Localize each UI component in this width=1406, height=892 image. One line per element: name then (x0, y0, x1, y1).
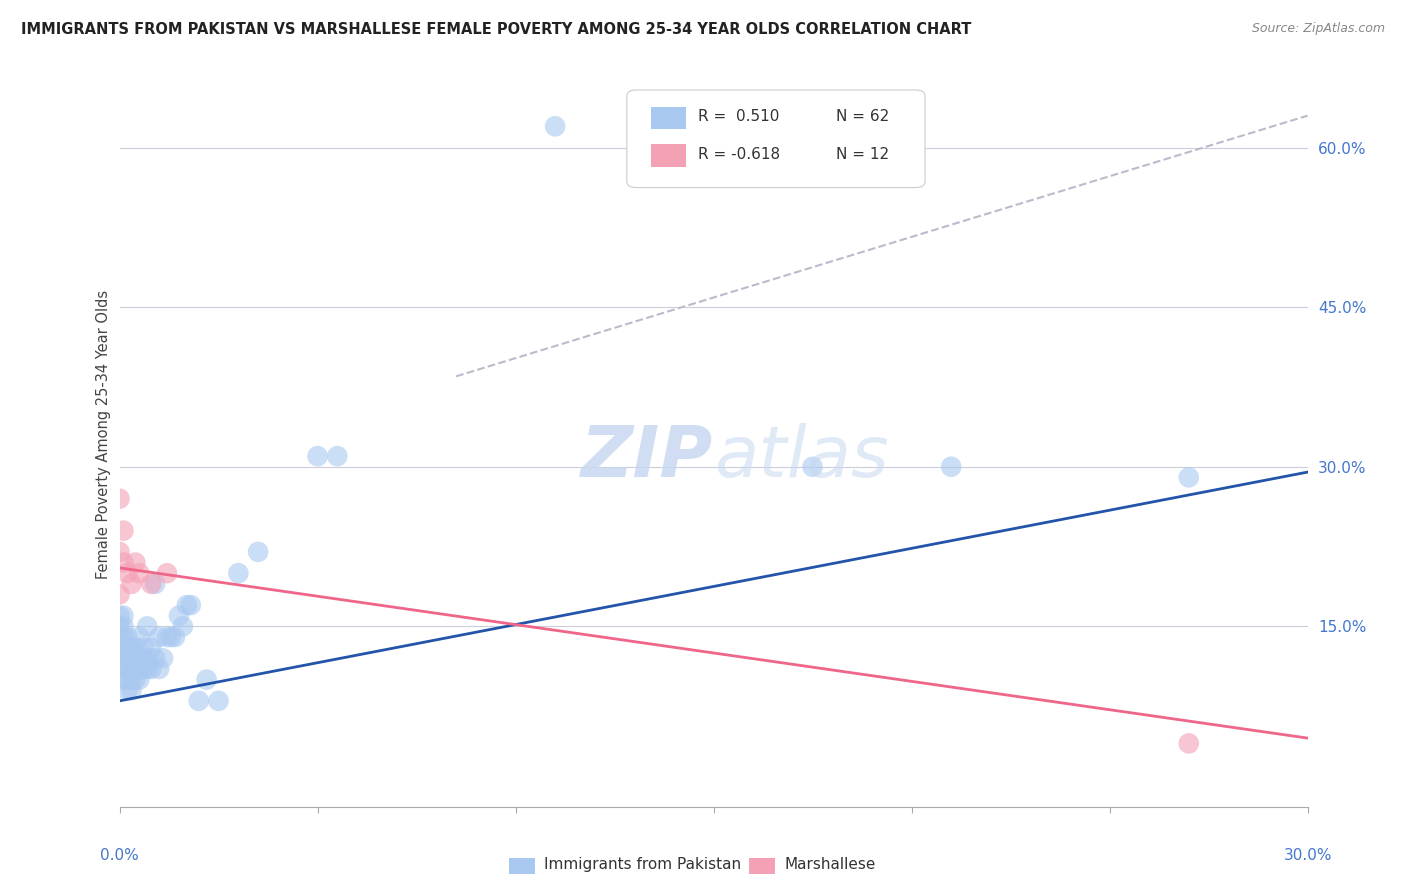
Point (108, 608, 131, 623)
Point (124, 673, 146, 687)
Point (132, 651, 155, 665)
Point (128, 673, 150, 687)
Point (124, 662, 146, 676)
Point (120, 662, 142, 676)
Point (136, 651, 159, 665)
Text: Marshallese: Marshallese (785, 857, 876, 872)
Point (120, 651, 142, 665)
Point (112, 630, 135, 644)
Point (180, 598, 202, 612)
Point (176, 598, 198, 612)
Point (1178, 470, 1201, 484)
Point (801, 459, 824, 474)
Text: IMMIGRANTS FROM PAKISTAN VS MARSHALLESE FEMALE POVERTY AMONG 25-34 YEAR OLDS COR: IMMIGRANTS FROM PAKISTAN VS MARSHALLESE … (21, 22, 972, 37)
Point (108, 630, 131, 644)
Point (247, 545, 270, 559)
Point (156, 566, 179, 581)
Point (112, 662, 135, 676)
Point (112, 524, 135, 538)
Point (108, 491, 131, 506)
Point (939, 459, 962, 474)
Point (544, 120, 567, 134)
Point (120, 683, 142, 698)
Point (141, 662, 163, 676)
Point (117, 673, 139, 687)
Point (112, 619, 135, 633)
Point (120, 640, 142, 655)
Text: R =  0.510: R = 0.510 (699, 110, 779, 124)
Point (124, 556, 146, 570)
Point (108, 651, 131, 665)
FancyBboxPatch shape (749, 858, 775, 874)
Point (1178, 736, 1201, 750)
Point (128, 566, 150, 581)
Text: atlas: atlas (713, 423, 889, 491)
Point (195, 673, 218, 687)
Point (128, 630, 150, 644)
Point (307, 449, 329, 463)
Point (128, 662, 150, 676)
Point (108, 545, 131, 559)
Text: 0.0%: 0.0% (100, 847, 139, 863)
Point (108, 619, 131, 633)
Point (136, 619, 159, 633)
Text: ZIP: ZIP (581, 423, 713, 491)
FancyBboxPatch shape (627, 90, 925, 187)
Point (132, 662, 155, 676)
Point (326, 449, 349, 463)
Point (136, 662, 159, 676)
Point (120, 577, 142, 591)
Text: 30.0%: 30.0% (1284, 847, 1331, 863)
Point (187, 694, 209, 708)
FancyBboxPatch shape (651, 145, 686, 167)
Point (143, 577, 166, 591)
Point (156, 630, 179, 644)
Y-axis label: Female Poverty Among 25-34 Year Olds: Female Poverty Among 25-34 Year Olds (96, 290, 111, 580)
Point (163, 630, 186, 644)
Point (117, 640, 139, 655)
Point (152, 651, 174, 665)
Point (108, 640, 131, 655)
Point (117, 683, 139, 698)
Point (143, 651, 166, 665)
Point (141, 577, 163, 591)
Point (112, 556, 135, 570)
Point (167, 608, 190, 623)
Point (112, 640, 135, 655)
Point (141, 640, 163, 655)
Point (160, 630, 183, 644)
Point (112, 651, 135, 665)
Point (112, 673, 135, 687)
Point (117, 651, 139, 665)
Point (120, 673, 142, 687)
FancyBboxPatch shape (651, 107, 686, 129)
Point (228, 566, 250, 581)
Point (117, 630, 139, 644)
Point (172, 619, 194, 633)
Text: N = 62: N = 62 (837, 110, 889, 124)
Point (128, 651, 150, 665)
Point (108, 587, 131, 601)
Point (117, 662, 139, 676)
Point (117, 566, 139, 581)
Text: R = -0.618: R = -0.618 (699, 146, 780, 161)
Point (148, 630, 170, 644)
Point (132, 640, 155, 655)
Point (112, 608, 135, 623)
FancyBboxPatch shape (509, 858, 536, 874)
Point (124, 651, 146, 665)
Text: N = 12: N = 12 (837, 146, 889, 161)
Point (124, 640, 146, 655)
Text: Source: ZipAtlas.com: Source: ZipAtlas.com (1251, 22, 1385, 36)
Point (148, 662, 170, 676)
Text: Immigrants from Pakistan: Immigrants from Pakistan (544, 857, 741, 872)
Point (207, 694, 229, 708)
